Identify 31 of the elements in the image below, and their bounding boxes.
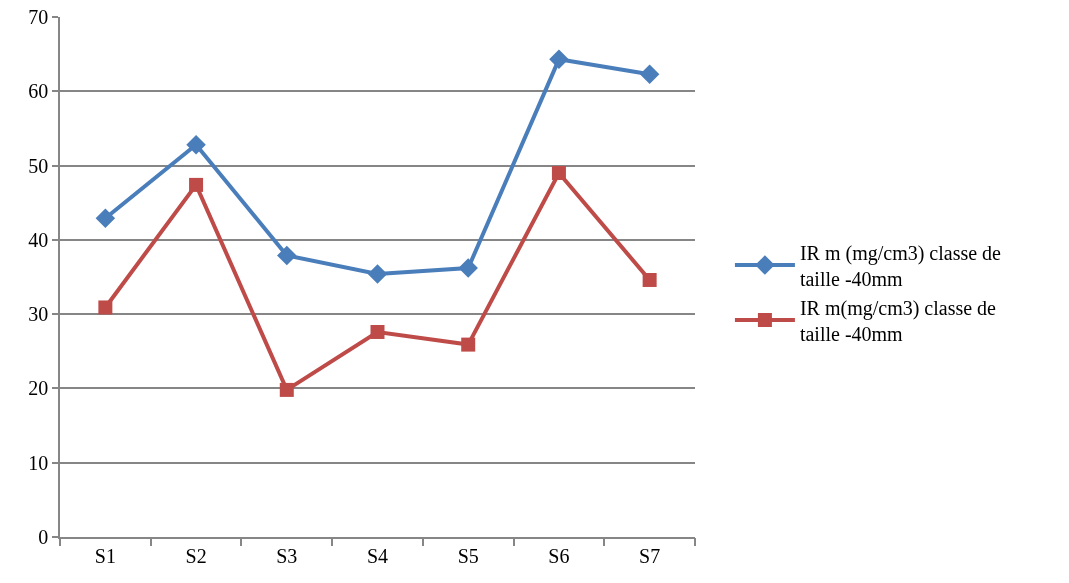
point bbox=[549, 49, 569, 70]
legend-label: IR m (mg/cm3) classe de taille -40mm bbox=[799, 241, 1002, 290]
y-tick-label: 0 bbox=[38, 526, 49, 548]
x-tick-label: S4 bbox=[366, 544, 389, 567]
y-tick-label: 60 bbox=[28, 80, 49, 103]
point bbox=[186, 135, 206, 155]
y-tick-label: 10 bbox=[28, 451, 49, 474]
point bbox=[98, 300, 113, 315]
point bbox=[95, 208, 116, 229]
point bbox=[189, 177, 204, 192]
point bbox=[458, 258, 478, 278]
y-tick-label: 40 bbox=[28, 228, 49, 251]
y-tick-label: 70 bbox=[28, 6, 49, 28]
x-tick-label: S1 bbox=[94, 544, 116, 567]
y-tick-label: 20 bbox=[28, 377, 49, 400]
point bbox=[461, 337, 476, 352]
point bbox=[277, 245, 297, 266]
y-tick-label: 50 bbox=[28, 154, 49, 177]
point bbox=[551, 166, 566, 180]
x-tick-label: S5 bbox=[457, 544, 479, 567]
x-tick-label: S7 bbox=[639, 544, 661, 567]
x-tick-label: S6 bbox=[548, 544, 570, 567]
y-tick-label: 30 bbox=[28, 303, 49, 326]
point bbox=[370, 324, 385, 339]
point bbox=[367, 264, 388, 284]
x-tick-label: S2 bbox=[185, 544, 207, 567]
point bbox=[642, 272, 657, 287]
point bbox=[279, 382, 294, 397]
point bbox=[639, 64, 660, 84]
x-tick-label: S3 bbox=[276, 544, 298, 567]
legend-label: IR m(mg/cm3) classe de taille -40mm bbox=[799, 296, 997, 345]
